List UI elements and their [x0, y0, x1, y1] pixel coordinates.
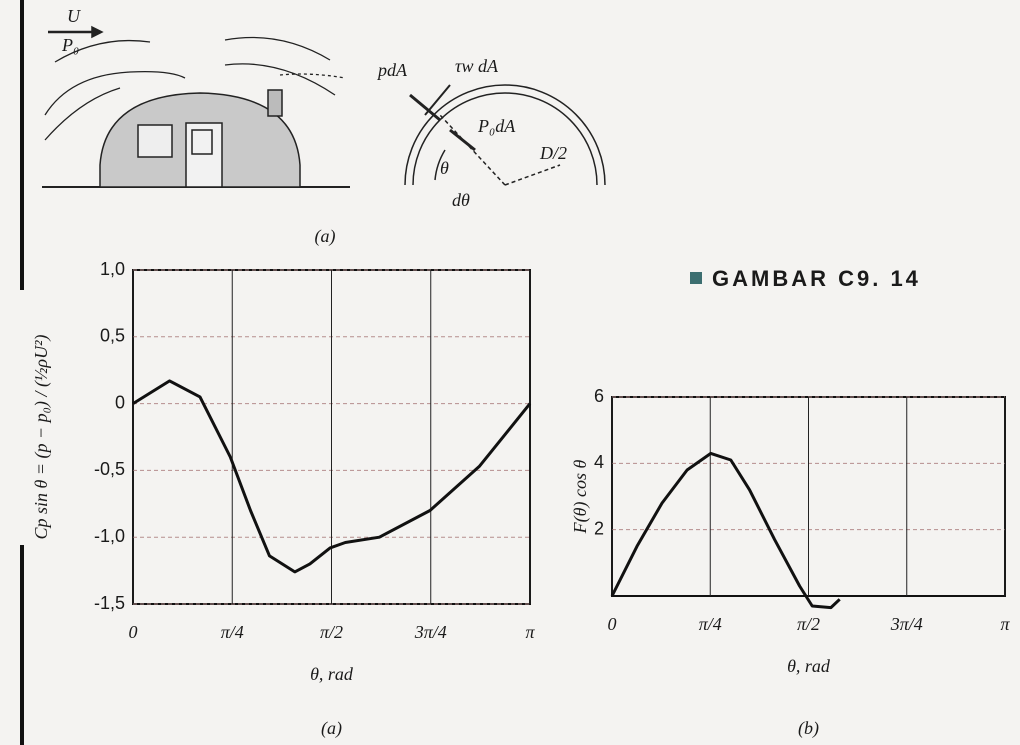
x-tick-label: π [1000, 614, 1010, 634]
x-tick-label: π/4 [699, 614, 722, 634]
y-tick-label: 1,0 [100, 259, 125, 279]
ambient-force-label: P₀dA [477, 116, 516, 136]
x-axis-label: θ, rad [787, 656, 831, 676]
x-tick-label: 3π/4 [890, 614, 923, 634]
y-tick-label: 0 [115, 392, 125, 412]
house-diagram [42, 25, 350, 188]
y-tick-label: -1,0 [94, 526, 125, 546]
edge-bar [20, 0, 24, 290]
y-tick-label: -0,5 [94, 459, 125, 479]
x-tick-label: π [525, 622, 535, 642]
chart-caption: (a) [321, 718, 342, 739]
diagram-caption: (a) [315, 226, 336, 247]
y-tick-label: 2 [594, 518, 604, 538]
data-line [610, 451, 841, 610]
x-axis-label: θ, rad [310, 664, 354, 684]
angle-increment-label: dθ [452, 190, 470, 210]
velocity-label: U [67, 6, 81, 26]
figure-label: GAMBAR C9. 14 [712, 266, 921, 291]
x-tick-label: 0 [608, 614, 617, 634]
y-axis-label: Cp sin θ = (p − p₀) / (½ρU²) [31, 335, 52, 540]
x-tick-label: 3π/4 [414, 622, 447, 642]
pressure-label: P₀ [61, 35, 79, 55]
shear-force-label: τw dA [455, 56, 499, 76]
radius-label: D/2 [539, 143, 567, 163]
angle-label: θ [440, 158, 449, 178]
y-tick-label: 4 [594, 452, 604, 472]
chart-caption: (b) [798, 718, 819, 739]
x-tick-label: π/2 [797, 614, 820, 634]
x-tick-label: π/4 [221, 622, 244, 642]
pressure-force-label: pdA [376, 60, 408, 80]
edge-bar [20, 545, 24, 745]
element-diagram [404, 84, 606, 186]
y-tick-label: 0,5 [100, 326, 125, 346]
y-axis-label: F(θ) cos θ [570, 460, 591, 535]
x-tick-label: π/2 [320, 622, 343, 642]
y-tick-label: -1,5 [94, 593, 125, 613]
y-tick-label: 6 [594, 386, 604, 406]
x-tick-label: 0 [129, 622, 138, 642]
label-marker [690, 272, 702, 284]
data-line [132, 379, 532, 574]
